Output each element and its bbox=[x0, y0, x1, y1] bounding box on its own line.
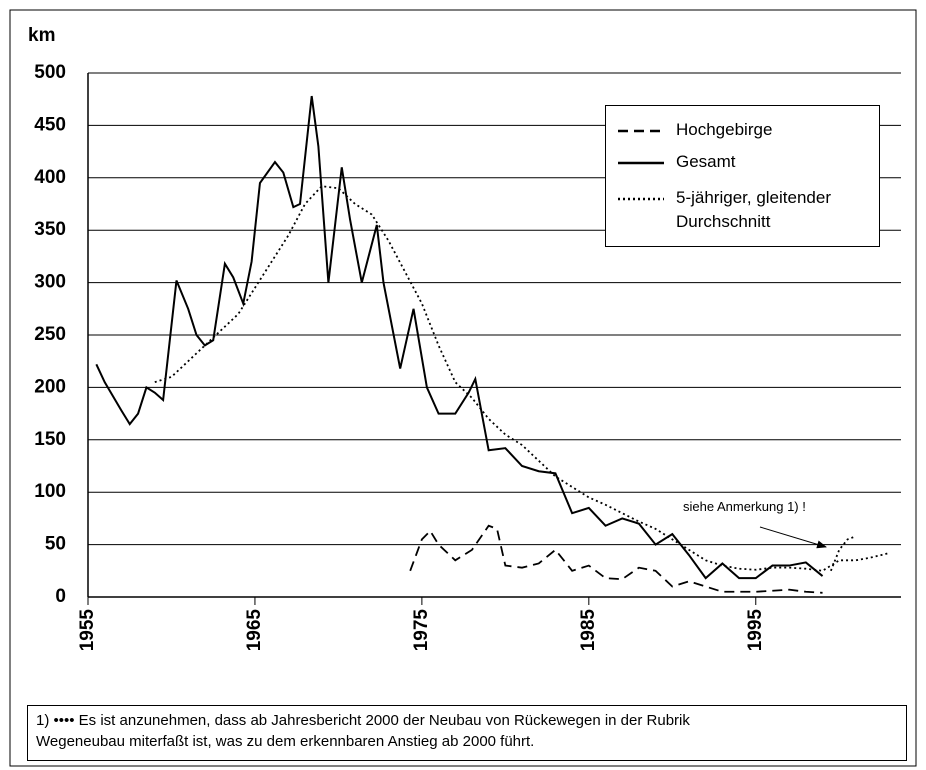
y-tick-label: 0 bbox=[55, 586, 66, 607]
legend-label: 5-jähriger, gleitender Durchschnitt bbox=[676, 188, 831, 231]
line-series bbox=[830, 535, 857, 572]
y-tick-label: 300 bbox=[34, 272, 66, 293]
annotation-arrow bbox=[759, 526, 827, 549]
y-tick-label: 350 bbox=[34, 219, 66, 240]
y-tick-label: 50 bbox=[45, 534, 66, 555]
legend-swatch bbox=[618, 161, 664, 165]
x-tick-label: 1955 bbox=[77, 609, 98, 652]
line-series bbox=[154, 185, 890, 572]
frame bbox=[9, 9, 917, 767]
y-tick-label: 150 bbox=[34, 429, 66, 450]
x-tick-label: 1965 bbox=[244, 609, 265, 652]
legend-label: Gesamt bbox=[676, 152, 736, 171]
y-tick-label: 450 bbox=[34, 114, 66, 135]
legend: Hochgebirge Gesamt 5-jähriger, gleitender … bbox=[605, 105, 880, 247]
y-tick-label: 250 bbox=[34, 324, 66, 345]
x-tick-label: 1995 bbox=[745, 609, 766, 652]
annotation: siehe Anmerkung 1) ! bbox=[683, 499, 806, 514]
line-series bbox=[95, 95, 824, 580]
y-tick-label: 100 bbox=[34, 481, 66, 502]
y-tick-label: 200 bbox=[34, 376, 66, 397]
legend-swatch bbox=[618, 197, 664, 201]
line-series bbox=[409, 524, 823, 594]
legend-label: Hochgebirge bbox=[676, 120, 773, 139]
x-tick-label: 1985 bbox=[578, 609, 599, 652]
x-tick-label: 1975 bbox=[411, 609, 432, 652]
y-tick-label: 400 bbox=[34, 167, 66, 188]
y-axis-label: km bbox=[28, 25, 55, 46]
footnote: 1) •••• Es ist anzunehmen, dass ab Jahre… bbox=[27, 705, 907, 761]
y-tick-label: 500 bbox=[34, 62, 66, 83]
legend-swatch bbox=[618, 129, 664, 133]
